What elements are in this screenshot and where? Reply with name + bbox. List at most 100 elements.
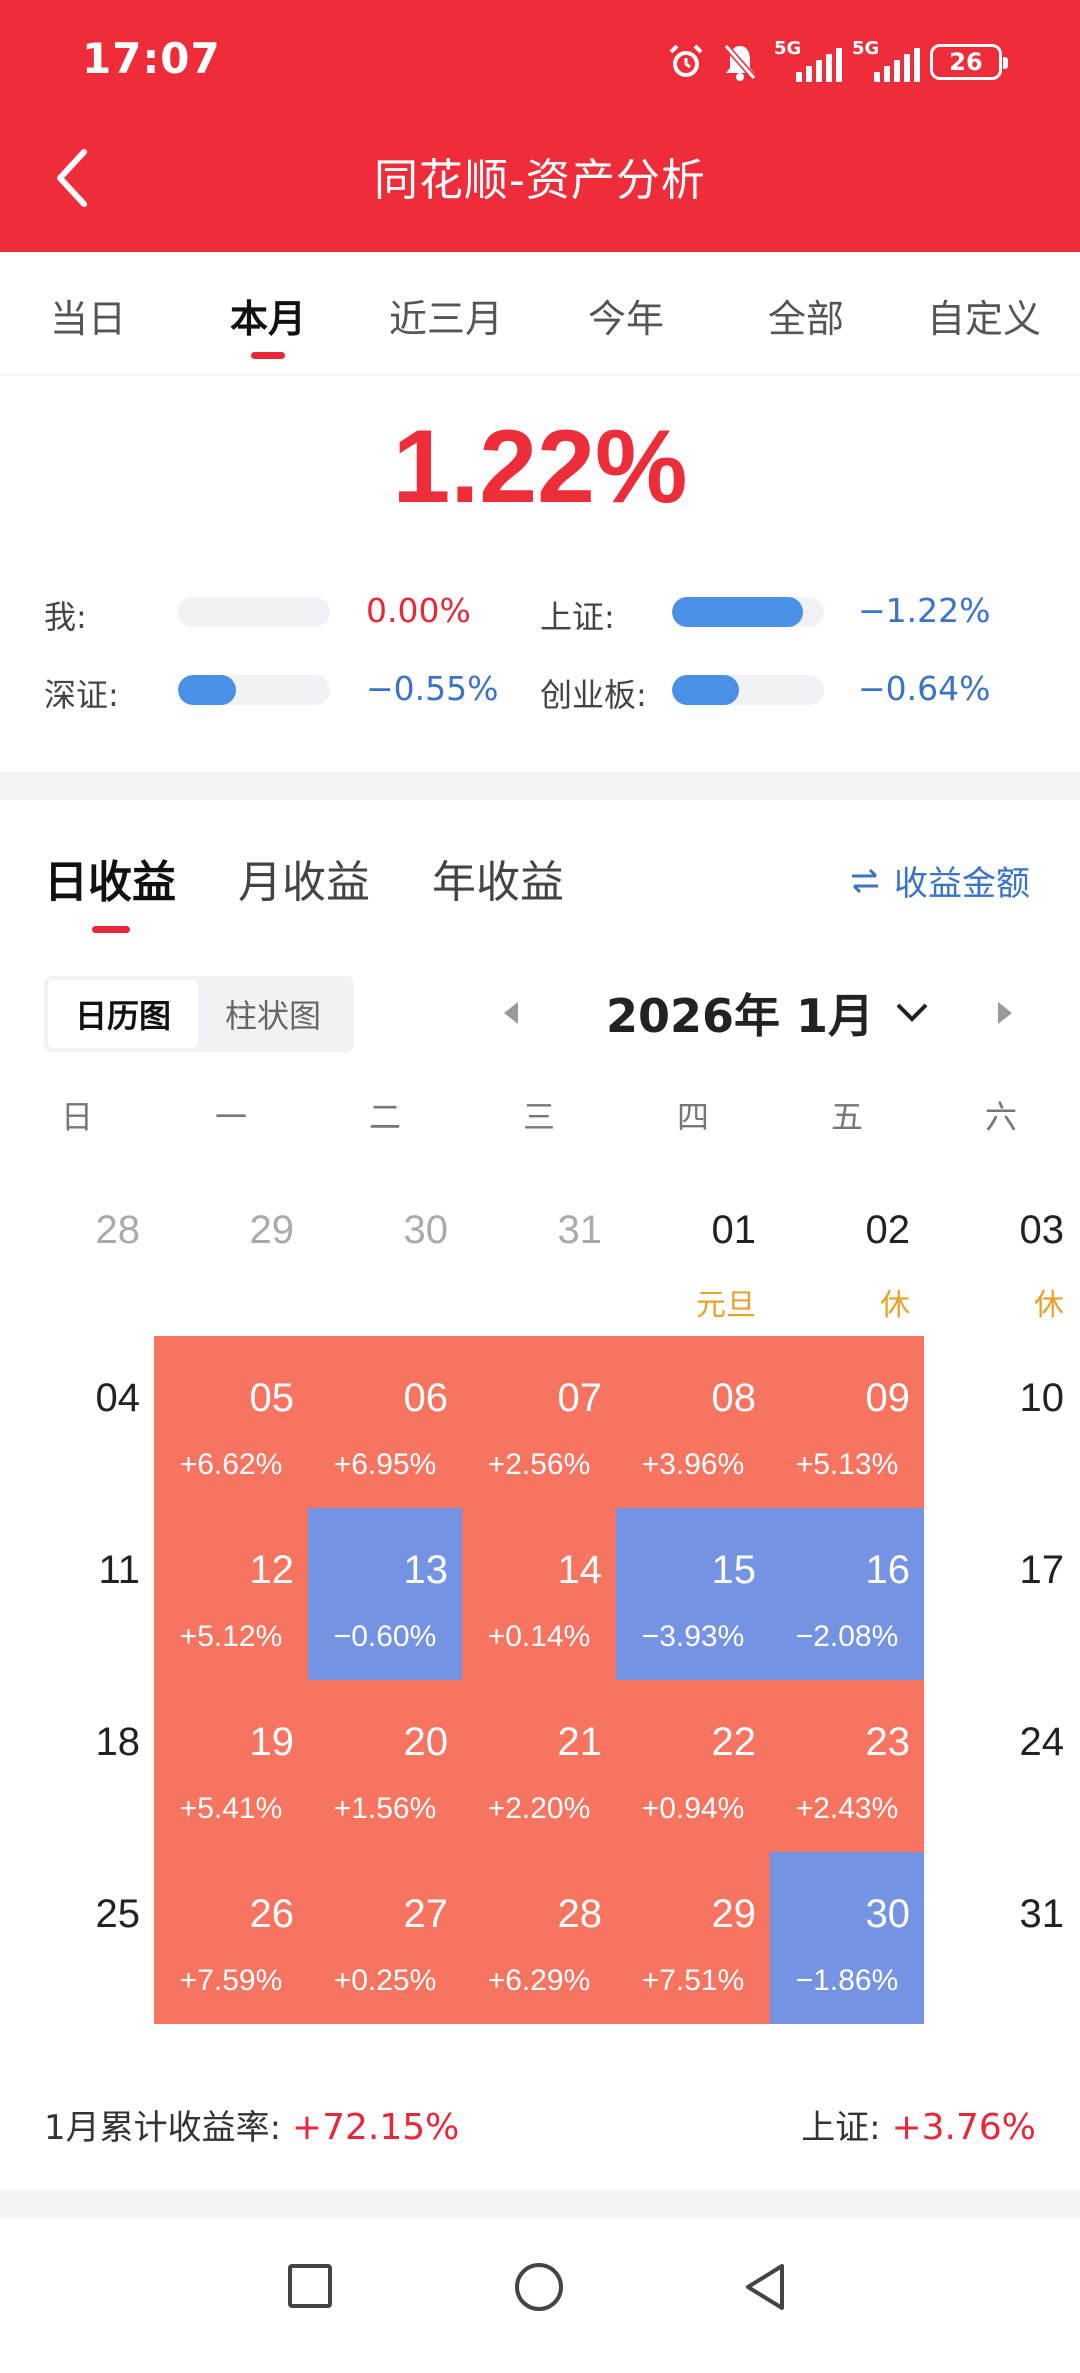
- calendar-day[interactable]: 24: [924, 1680, 1078, 1852]
- compare-label-me: 我:: [44, 598, 87, 636]
- day-return: +1.56%: [333, 1792, 437, 1825]
- battery-indicator: 26: [930, 44, 1008, 80]
- tab-this-year[interactable]: 今年: [587, 297, 665, 341]
- calendar-day[interactable]: 17: [924, 1508, 1078, 1680]
- tab-all[interactable]: 全部: [767, 297, 845, 341]
- calendar-day[interactable]: 29: [154, 1168, 308, 1340]
- index-label: 上证:: [801, 2108, 881, 2148]
- calendar-day[interactable]: 19 +5.41%: [154, 1680, 308, 1852]
- compare-label-shenzhen: 深证:: [44, 676, 119, 714]
- earnings-tab-indicator: [92, 926, 130, 933]
- calendar-day[interactable]: 31: [924, 1852, 1078, 2024]
- day-number: 29: [711, 1892, 757, 1936]
- status-time: 17:07: [82, 34, 221, 83]
- calendar-day[interactable]: 04: [0, 1336, 154, 1508]
- day-number: 10: [1019, 1376, 1065, 1420]
- calendar-day[interactable]: 18: [0, 1680, 154, 1852]
- calendar-day[interactable]: 23 +2.43%: [770, 1680, 924, 1852]
- calendar-day[interactable]: 03 休: [924, 1168, 1078, 1340]
- day-return: +5.41%: [179, 1792, 283, 1825]
- calendar-day[interactable]: 30: [308, 1168, 462, 1340]
- calendar-day[interactable]: 13 −0.60%: [308, 1508, 462, 1680]
- month-label: 2026年 1月: [606, 989, 875, 1043]
- weekday-label: 二: [368, 1098, 402, 1136]
- day-number: 11: [98, 1548, 140, 1592]
- calendar-day[interactable]: 14 +0.14%: [462, 1508, 616, 1680]
- tab-three-months[interactable]: 近三月: [388, 297, 504, 341]
- swap-icon: [852, 868, 878, 893]
- battery-level: 26: [949, 48, 983, 76]
- calendar-day[interactable]: 12 +5.12%: [154, 1508, 308, 1680]
- day-number: 25: [95, 1892, 141, 1936]
- tab-this-month[interactable]: 本月: [229, 297, 307, 341]
- day-return: +6.29%: [487, 1964, 591, 1997]
- day-return: +7.59%: [179, 1964, 283, 1997]
- cumulative-label: 1月累计收益率:: [44, 2108, 282, 2148]
- calendar-day[interactable]: 22 +0.94%: [616, 1680, 770, 1852]
- calendar-day[interactable]: 27 +0.25%: [308, 1852, 462, 2024]
- calendar-day[interactable]: 20 +1.56%: [308, 1680, 462, 1852]
- day-return: +2.20%: [487, 1792, 591, 1825]
- calendar-day[interactable]: 28: [0, 1168, 154, 1340]
- calendar-day[interactable]: 07 +2.56%: [462, 1336, 616, 1508]
- calendar-day[interactable]: 02 休: [770, 1168, 924, 1340]
- calendar-day[interactable]: 10: [924, 1336, 1078, 1508]
- status-bar: 17:07 5G 5G 26: [0, 0, 1080, 120]
- compare-value-chinext: −0.64%: [858, 669, 991, 708]
- day-number: 24: [1019, 1720, 1065, 1764]
- calendar-day[interactable]: 31: [462, 1168, 616, 1340]
- holiday-note: 元旦: [696, 1288, 756, 1323]
- calendar-day[interactable]: 08 +3.96%: [616, 1336, 770, 1508]
- tab-today[interactable]: 当日: [49, 297, 127, 341]
- tab-yearly-earnings[interactable]: 年收益: [432, 857, 564, 908]
- compare-bar-fill: [672, 597, 803, 627]
- day-number: 14: [557, 1548, 603, 1592]
- circle-icon[interactable]: [512, 2260, 566, 2314]
- calendar-day[interactable]: 25: [0, 1852, 154, 2024]
- calendar-day[interactable]: 21 +2.20%: [462, 1680, 616, 1852]
- calendar-day[interactable]: 26 +7.59%: [154, 1852, 308, 2024]
- day-number: 03: [1019, 1208, 1065, 1252]
- square-icon[interactable]: [284, 2260, 336, 2312]
- day-number: 26: [249, 1892, 295, 1936]
- system-nav-bar: [0, 2218, 1080, 2373]
- calendar-view-button[interactable]: 日历图: [48, 980, 198, 1048]
- calendar-day[interactable]: 28 +6.29%: [462, 1852, 616, 2024]
- day-number: 01: [711, 1208, 757, 1252]
- day-number: 21: [557, 1720, 603, 1764]
- calendar-day[interactable]: 15 −3.93%: [616, 1508, 770, 1680]
- calendar-day[interactable]: 29 +7.51%: [616, 1852, 770, 2024]
- day-number: 27: [403, 1892, 449, 1936]
- month-selector[interactable]: 2026年 1月: [606, 980, 930, 1046]
- cumulative-summary: 1月累计收益率: +72.15%: [44, 2100, 459, 2149]
- tab-custom[interactable]: 自定义: [926, 297, 1042, 341]
- tab-monthly-earnings[interactable]: 月收益: [238, 857, 370, 908]
- calendar-day[interactable]: 05 +6.62%: [154, 1336, 308, 1508]
- bar-view-button[interactable]: 柱状图: [224, 997, 321, 1035]
- day-number: 22: [711, 1720, 757, 1764]
- calendar-day[interactable]: 06 +6.95%: [308, 1336, 462, 1508]
- section-divider: [0, 772, 1080, 800]
- calendar-day[interactable]: 09 +5.13%: [770, 1336, 924, 1508]
- day-number: 09: [865, 1376, 911, 1420]
- compare-value-shanghai: −1.22%: [858, 591, 991, 630]
- day-return: +6.95%: [333, 1448, 437, 1481]
- calendar-day[interactable]: 30 −1.86%: [770, 1852, 924, 2024]
- toggle-amount-button[interactable]: 收益金额: [850, 856, 1030, 905]
- back-arrow-icon[interactable]: [50, 146, 94, 210]
- triangle-left-icon[interactable]: [496, 996, 526, 1030]
- back-triangle-icon[interactable]: [740, 2260, 790, 2314]
- calendar-day[interactable]: 11: [0, 1508, 154, 1680]
- day-return: −2.08%: [795, 1620, 899, 1653]
- compare-value-shenzhen: −0.55%: [366, 669, 499, 708]
- day-number: 20: [403, 1720, 449, 1764]
- day-return: −3.93%: [641, 1620, 745, 1653]
- day-return: +2.56%: [487, 1448, 591, 1481]
- triangle-right-icon[interactable]: [990, 996, 1020, 1030]
- signal-1: 5G: [774, 40, 842, 84]
- calendar-day[interactable]: 16 −2.08%: [770, 1508, 924, 1680]
- day-number: 04: [95, 1376, 141, 1420]
- day-return: +2.43%: [795, 1792, 899, 1825]
- tab-daily-earnings[interactable]: 日收益: [44, 857, 176, 908]
- calendar-day[interactable]: 01 元旦: [616, 1168, 770, 1340]
